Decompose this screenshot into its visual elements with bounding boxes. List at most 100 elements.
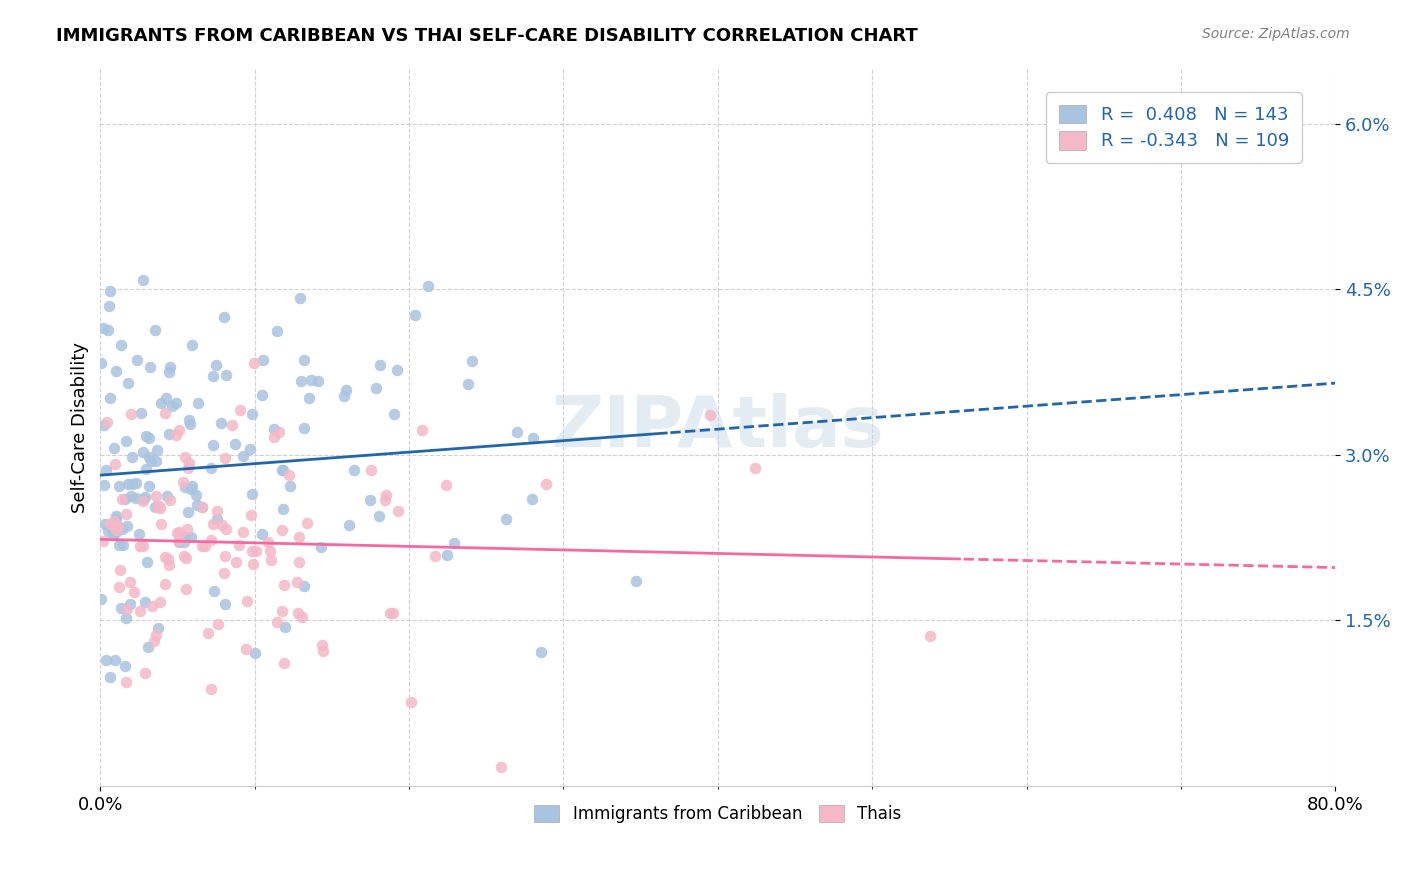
Point	[215, 522, 238, 536]
Point	[243, 646, 266, 660]
Point	[457, 377, 479, 392]
Point	[335, 383, 357, 397]
Point	[180, 478, 202, 492]
Point	[520, 491, 543, 506]
Point	[434, 477, 457, 491]
Point	[207, 504, 229, 518]
Point	[404, 308, 426, 322]
Point	[374, 493, 396, 508]
Point	[202, 517, 225, 532]
Point	[177, 505, 200, 519]
Point	[271, 463, 294, 477]
Point	[232, 524, 254, 539]
Point	[221, 418, 243, 433]
Point	[385, 363, 408, 377]
Point	[436, 549, 458, 563]
Point	[129, 604, 152, 618]
Point	[174, 480, 197, 494]
Point	[360, 463, 382, 477]
Point	[143, 500, 166, 515]
Point	[93, 417, 115, 432]
Point	[160, 399, 183, 413]
Point	[242, 557, 264, 571]
Point	[271, 463, 294, 477]
Point	[132, 273, 155, 287]
Point	[201, 368, 224, 383]
Point	[292, 353, 315, 368]
Point	[180, 530, 202, 544]
Point	[149, 501, 172, 516]
Point	[489, 760, 512, 774]
Point	[93, 517, 115, 532]
Point	[120, 407, 142, 421]
Point	[271, 523, 294, 537]
Point	[214, 598, 236, 612]
Point	[114, 659, 136, 673]
Point	[172, 475, 194, 490]
Point	[211, 517, 233, 532]
Point	[290, 291, 312, 305]
Point	[191, 500, 214, 514]
Point	[136, 555, 159, 569]
Text: Source: ZipAtlas.com: Source: ZipAtlas.com	[1202, 27, 1350, 41]
Point	[98, 284, 121, 298]
Point	[186, 498, 208, 512]
Point	[212, 566, 235, 581]
Point	[184, 488, 207, 502]
Point	[256, 535, 278, 549]
Point	[132, 492, 155, 507]
Point	[311, 638, 333, 652]
Point	[104, 511, 127, 525]
Point	[138, 431, 160, 445]
Point	[145, 454, 167, 468]
Point	[271, 501, 294, 516]
Point	[277, 467, 299, 482]
Point	[236, 594, 259, 608]
Point	[111, 492, 134, 507]
Point	[135, 429, 157, 443]
Point	[121, 477, 143, 491]
Point	[173, 535, 195, 549]
Point	[110, 600, 132, 615]
Point	[209, 416, 232, 430]
Point	[387, 504, 409, 518]
Point	[273, 578, 295, 592]
Point	[143, 633, 166, 648]
Point	[364, 381, 387, 395]
Point	[157, 426, 180, 441]
Point	[174, 582, 197, 597]
Point	[136, 640, 159, 654]
Point	[259, 544, 281, 558]
Point	[101, 524, 124, 538]
Point	[367, 508, 389, 523]
Point	[117, 518, 139, 533]
Point	[107, 518, 129, 533]
Point	[157, 365, 180, 379]
Point	[97, 323, 120, 337]
Point	[381, 606, 404, 620]
Point	[159, 360, 181, 375]
Point	[176, 523, 198, 537]
Point	[90, 356, 112, 370]
Point	[150, 396, 173, 410]
Point	[117, 376, 139, 391]
Point	[179, 456, 201, 470]
Point	[461, 353, 484, 368]
Point	[98, 516, 121, 531]
Point	[173, 530, 195, 544]
Point	[214, 310, 236, 324]
Point	[103, 441, 125, 455]
Point	[343, 463, 366, 477]
Point	[105, 364, 128, 378]
Point	[96, 653, 118, 667]
Point	[114, 492, 136, 507]
Point	[167, 524, 190, 539]
Point	[108, 479, 131, 493]
Point	[290, 374, 312, 388]
Point	[225, 555, 247, 569]
Point	[148, 621, 170, 635]
Point	[134, 490, 156, 504]
Point	[122, 585, 145, 599]
Point	[167, 533, 190, 547]
Point	[214, 451, 236, 466]
